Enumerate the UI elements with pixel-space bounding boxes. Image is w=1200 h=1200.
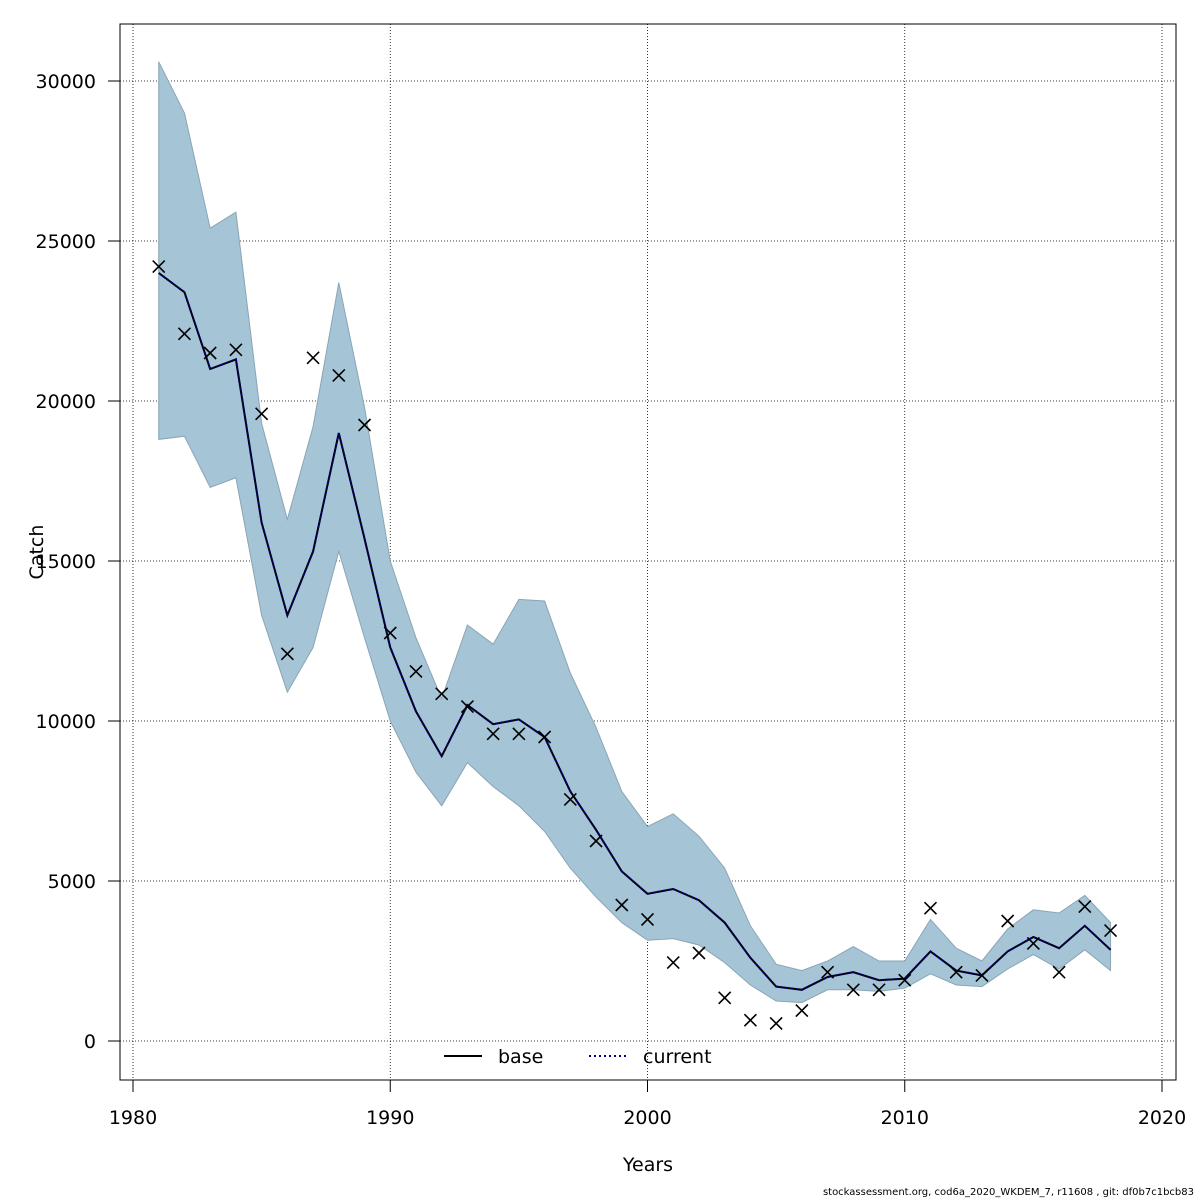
confidence-band-area [158, 61, 1112, 1004]
observation-point [1103, 924, 1118, 938]
observation-point [177, 327, 192, 341]
observation-point [332, 368, 346, 382]
y-tick-label: 10000 [36, 711, 96, 733]
y-tick-label: 15000 [36, 551, 96, 573]
observation-point [306, 351, 320, 365]
x-tick-label: 1980 [109, 1107, 157, 1129]
observation-point [743, 1013, 757, 1027]
legend: base current [444, 1046, 712, 1068]
observation-point [229, 343, 243, 357]
observation-point [975, 968, 989, 982]
observation-point [923, 901, 938, 915]
x-tick-label: 2010 [881, 1107, 929, 1129]
observation-point [538, 730, 552, 744]
observation-point [769, 1016, 783, 1030]
observation-point [203, 346, 217, 360]
observation-point [872, 983, 886, 997]
observation-point [640, 912, 655, 926]
x-tick-label: 2020 [1138, 1107, 1186, 1129]
observation-point [589, 834, 603, 848]
x-tick-label: 1990 [366, 1107, 414, 1129]
observation-point [435, 687, 449, 701]
observation-point [949, 965, 963, 979]
observation-point [898, 973, 912, 987]
observation-point [357, 418, 372, 432]
y-tick-label: 25000 [36, 231, 96, 253]
observation-point [486, 727, 500, 741]
observation-point [1026, 936, 1040, 950]
confidence-band [158, 61, 1112, 1004]
observation-point [1078, 900, 1092, 914]
observation-point [152, 260, 166, 274]
observation-point [795, 1004, 809, 1018]
x-axis: 1980 1990 2000 2010 2020 [109, 1079, 1186, 1129]
observation-point [615, 898, 629, 912]
observation-point [460, 700, 474, 714]
observation-point [692, 946, 706, 960]
observation-point [666, 956, 680, 970]
observation-points [152, 260, 1118, 1030]
y-tick-label: 5000 [48, 871, 96, 893]
observation-point [718, 991, 732, 1005]
observation-point [1001, 914, 1015, 928]
observation-point [280, 647, 294, 661]
x-axis-label: Years [622, 1154, 673, 1176]
observation-point [512, 727, 526, 741]
observation-point [1052, 965, 1066, 979]
observation-point [255, 407, 269, 421]
legend-base-label: base [498, 1046, 543, 1068]
observation-point [409, 664, 423, 678]
y-tick-label: 20000 [36, 391, 96, 413]
observation-point [821, 965, 835, 979]
y-tick-label: 30000 [36, 71, 96, 93]
observation-point [846, 983, 860, 997]
series-line-current [158, 272, 1112, 991]
observation-point [563, 792, 577, 806]
legend-current-label: current [643, 1046, 712, 1068]
x-tick-label: 2000 [623, 1107, 671, 1129]
y-axis-label: Catch [26, 525, 48, 580]
observation-point [383, 626, 397, 640]
footer-credit: stockassessment.org, cod6a_2020_WKDEM_7,… [822, 1187, 1194, 1198]
y-axis: 0 5000 10000 15000 20000 25000 30000 [36, 71, 121, 1053]
y-tick-label: 0 [84, 1031, 96, 1053]
